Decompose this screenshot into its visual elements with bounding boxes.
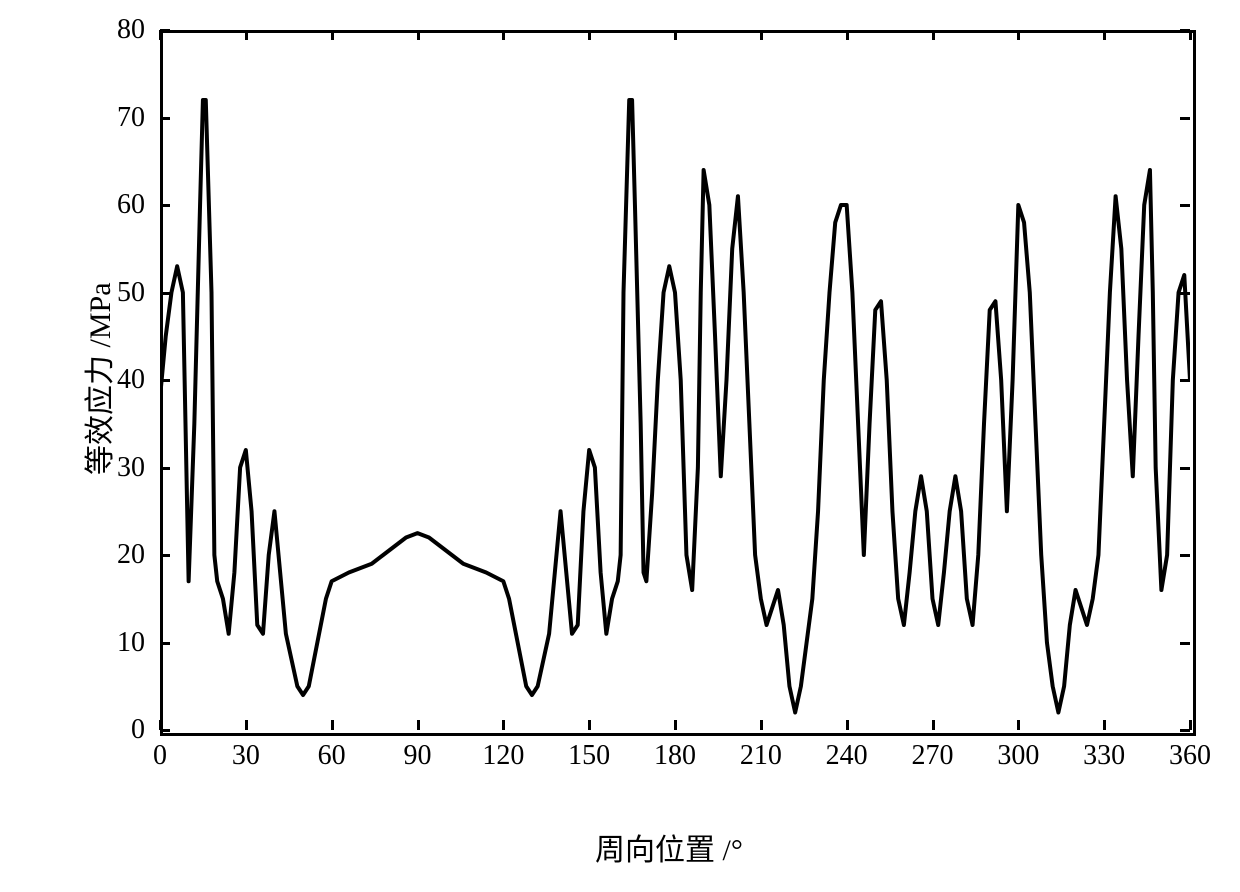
x-tick-label: 300: [988, 740, 1048, 772]
x-tick-mark: [245, 720, 248, 730]
y-tick-label: 10: [40, 627, 145, 659]
y-tick-label: 70: [40, 102, 145, 134]
y-tick-mark: [160, 642, 170, 645]
x-tick-label: 150: [559, 740, 619, 772]
x-tick-mark: [1017, 720, 1020, 730]
x-axis-label: 周向位置 /°: [595, 825, 743, 869]
x-tick-mark: [502, 720, 505, 730]
y-tick-mark-right: [1180, 554, 1190, 557]
y-tick-label: 60: [40, 189, 145, 221]
x-tick-label: 30: [216, 740, 276, 772]
y-tick-mark-right: [1180, 379, 1190, 382]
x-tick-label: 60: [302, 740, 362, 772]
y-tick-mark-right: [1180, 467, 1190, 470]
x-tick-mark: [588, 720, 591, 730]
y-tick-mark: [160, 467, 170, 470]
x-tick-mark-top: [760, 30, 763, 40]
y-tick-label: 80: [40, 14, 145, 46]
x-tick-mark: [331, 720, 334, 730]
x-tick-mark: [674, 720, 677, 730]
y-tick-mark: [160, 292, 170, 295]
x-tick-mark-top: [674, 30, 677, 40]
stress-line: [160, 100, 1190, 713]
x-tick-mark-top: [245, 30, 248, 40]
x-tick-label: 270: [903, 740, 963, 772]
y-tick-label: 50: [40, 277, 145, 309]
x-tick-label: 0: [130, 740, 190, 772]
x-tick-label: 240: [817, 740, 877, 772]
x-tick-mark-top: [1017, 30, 1020, 40]
x-tick-label: 330: [1074, 740, 1134, 772]
x-tick-label: 210: [731, 740, 791, 772]
y-tick-mark: [160, 204, 170, 207]
x-tick-mark-top: [588, 30, 591, 40]
x-tick-mark: [417, 720, 420, 730]
x-tick-mark-top: [417, 30, 420, 40]
x-tick-mark-top: [932, 30, 935, 40]
x-tick-mark: [1103, 720, 1106, 730]
x-tick-label: 180: [645, 740, 705, 772]
line-series: [40, 20, 1210, 750]
y-tick-mark-right: [1180, 204, 1190, 207]
y-tick-mark-right: [1180, 642, 1190, 645]
y-tick-label: 40: [40, 364, 145, 396]
x-tick-mark-top: [502, 30, 505, 40]
x-tick-label: 90: [388, 740, 448, 772]
x-tick-mark-top: [846, 30, 849, 40]
x-tick-label: 360: [1160, 740, 1220, 772]
x-tick-mark: [932, 720, 935, 730]
y-tick-label: 20: [40, 539, 145, 571]
x-tick-mark-top: [1189, 30, 1192, 40]
y-tick-mark: [160, 117, 170, 120]
x-tick-mark: [846, 720, 849, 730]
x-tick-mark: [760, 720, 763, 730]
x-tick-mark-top: [1103, 30, 1106, 40]
x-tick-mark-top: [331, 30, 334, 40]
y-tick-mark: [160, 554, 170, 557]
y-tick-mark-right: [1180, 292, 1190, 295]
y-tick-mark: [160, 379, 170, 382]
x-tick-label: 120: [473, 740, 533, 772]
y-tick-mark-right: [1180, 117, 1190, 120]
chart-container: 等效应力 /MPa 周向位置 /° 0102030405060708003060…: [40, 20, 1200, 840]
y-tick-label: 30: [40, 452, 145, 484]
x-tick-mark: [1189, 720, 1192, 730]
x-tick-mark-top: [159, 30, 162, 40]
x-tick-mark: [159, 720, 162, 730]
